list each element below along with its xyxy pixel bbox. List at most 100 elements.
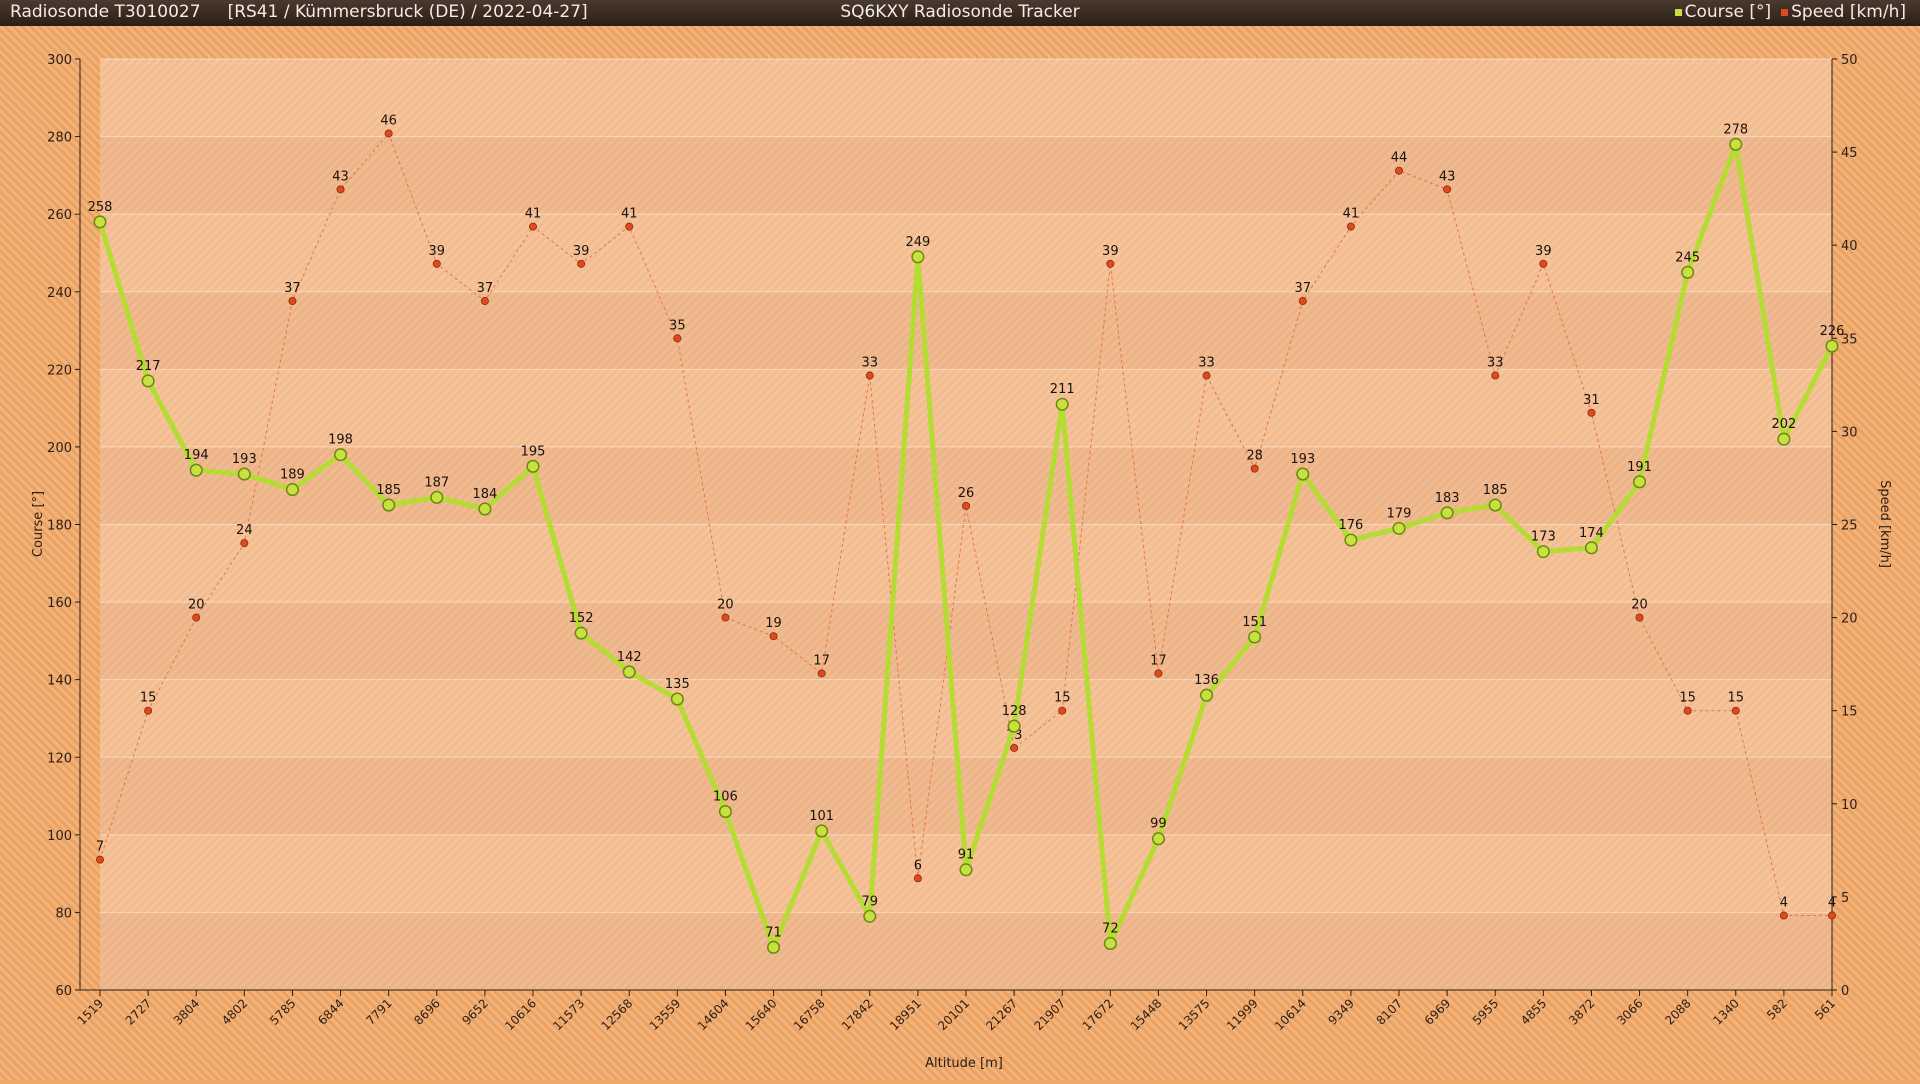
course-data-label: 152 xyxy=(569,611,594,626)
course-data-label: 245 xyxy=(1675,250,1700,265)
course-data-label: 191 xyxy=(1627,460,1652,475)
course-data-label: 174 xyxy=(1579,526,1604,541)
course-point xyxy=(718,805,732,819)
speed-data-label: 4 xyxy=(1828,896,1836,911)
x-tick-label: 10614 xyxy=(1272,996,1309,1033)
speed-point xyxy=(1395,166,1404,175)
course-point xyxy=(1729,137,1743,151)
course-swatch-icon xyxy=(1674,8,1682,16)
course-point xyxy=(1681,265,1695,279)
speed-data-label: 20 xyxy=(1631,598,1648,613)
speed-point xyxy=(384,129,393,138)
speed-point xyxy=(721,613,730,622)
course-data-label: 79 xyxy=(862,894,879,909)
course-data-label: 185 xyxy=(1483,483,1508,498)
x-tick-label: 17672 xyxy=(1080,996,1117,1033)
legend-item-course[interactable]: Course [°] xyxy=(1674,2,1771,22)
speed-data-label: 44 xyxy=(1391,151,1408,166)
speed-point xyxy=(962,501,971,510)
speed-point xyxy=(673,334,682,343)
course-point xyxy=(1825,339,1839,353)
course-point xyxy=(670,692,684,706)
x-tick-label: 6844 xyxy=(315,996,346,1027)
course-data-label: 249 xyxy=(905,235,930,250)
speed-data-label: 39 xyxy=(429,244,446,259)
x-tick-label: 14604 xyxy=(695,996,732,1033)
course-point xyxy=(1151,832,1165,846)
x-tick-label: 21267 xyxy=(983,996,1020,1033)
y2-tick-label: 25 xyxy=(1841,519,1858,534)
course-data-label: 211 xyxy=(1050,382,1075,397)
speed-data-label: 15 xyxy=(1679,691,1696,706)
speed-data-label: 31 xyxy=(1583,393,1600,408)
speed-data-label: 19 xyxy=(765,616,782,631)
speed-point xyxy=(240,539,249,548)
y-tick-label: 200 xyxy=(47,441,72,456)
course-data-label: 193 xyxy=(1290,452,1315,467)
course-data-label: 185 xyxy=(376,483,401,498)
speed-data-label: 26 xyxy=(958,486,975,501)
speed-point xyxy=(144,706,153,715)
course-data-label: 135 xyxy=(665,677,690,692)
course-data-label: 106 xyxy=(713,790,738,805)
x-tick-label: 10616 xyxy=(502,996,539,1033)
course-data-label: 195 xyxy=(521,444,546,459)
x-tick-label: 3066 xyxy=(1614,996,1645,1027)
y-axis-label: Course [°] xyxy=(31,491,46,557)
speed-data-label: 41 xyxy=(621,207,638,222)
speed-point xyxy=(529,222,538,231)
speed-point xyxy=(1298,297,1307,306)
speed-point xyxy=(577,259,586,268)
course-point xyxy=(334,448,348,462)
y-tick-label: 240 xyxy=(47,286,72,301)
y2-axis-label: Speed [km/h] xyxy=(1877,480,1892,568)
speed-point xyxy=(1010,743,1019,752)
speed-point xyxy=(1635,613,1644,622)
legend-item-speed[interactable]: Speed [km/h] xyxy=(1781,2,1906,22)
speed-point xyxy=(1731,706,1740,715)
x-tick-label: 5955 xyxy=(1470,996,1501,1027)
speed-point xyxy=(96,855,105,864)
speed-data-label: 39 xyxy=(1535,244,1552,259)
speed-data-label: 17 xyxy=(1150,653,1167,668)
y-tick-label: 260 xyxy=(47,208,72,223)
speed-data-label: 17 xyxy=(813,653,830,668)
course-point xyxy=(863,909,877,923)
course-data-label: 202 xyxy=(1771,417,1796,432)
x-tick-label: 21907 xyxy=(1031,996,1068,1033)
sonde-title: Radiosonde T3010027 [RS41 / Kümmersbruck… xyxy=(10,2,588,22)
speed-point xyxy=(1779,911,1788,920)
course-point xyxy=(237,467,251,481)
x-tick-label: 20101 xyxy=(935,996,972,1033)
speed-point xyxy=(1443,185,1452,194)
y2-tick-label: 45 xyxy=(1841,146,1858,161)
y-tick-label: 60 xyxy=(55,984,72,999)
y2-tick-label: 10 xyxy=(1841,798,1858,813)
x-tick-label: 12568 xyxy=(598,996,635,1033)
speed-point xyxy=(1683,706,1692,715)
y2-tick-label: 15 xyxy=(1841,705,1858,720)
speed-data-label: 37 xyxy=(1295,281,1312,296)
course-data-label: 101 xyxy=(809,809,834,824)
legend-label-speed: Speed [km/h] xyxy=(1791,2,1906,22)
course-point xyxy=(93,215,107,229)
y-tick-label: 180 xyxy=(47,519,72,534)
course-point xyxy=(1344,533,1358,547)
course-point xyxy=(189,463,203,477)
speed-data-label: 39 xyxy=(573,244,590,259)
speed-point xyxy=(1828,911,1837,920)
x-tick-label: 8107 xyxy=(1374,996,1405,1027)
speed-point xyxy=(1539,259,1548,268)
grid-band xyxy=(100,912,1832,990)
chart-area: 60 80 100 120 140 160 180 200 220 240 260 280 300 0 5 1… xyxy=(0,26,1920,1080)
course-point xyxy=(1536,545,1550,559)
course-point xyxy=(1248,630,1262,644)
y-tick-label: 80 xyxy=(55,906,72,921)
y2-tick-label: 30 xyxy=(1841,425,1858,440)
grid-band xyxy=(100,602,1832,680)
speed-data-label: 15 xyxy=(140,691,157,706)
title-bar: Radiosonde T3010027 [RS41 / Kümmersbruck… xyxy=(0,0,1920,26)
speed-data-label: 41 xyxy=(525,207,542,222)
x-tick-label: 1519 xyxy=(75,996,106,1027)
y2-tick-label: 5 xyxy=(1841,891,1849,906)
